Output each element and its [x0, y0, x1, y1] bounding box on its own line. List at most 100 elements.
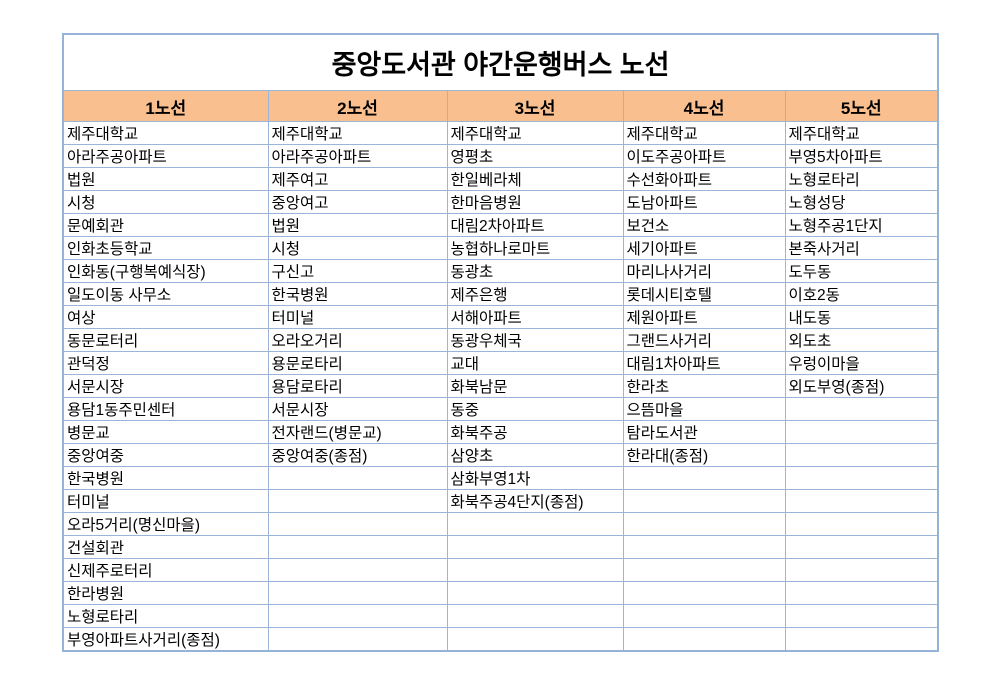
- stop-cell-r13-c4: 으뜸마을: [622, 397, 786, 421]
- stop-cell-r13-c1: 용담1동주민센터: [62, 397, 269, 421]
- stop-cell-r5-c1: 문예회관: [62, 213, 269, 237]
- stop-cell-r11-c3: 교대: [446, 351, 624, 375]
- stop-cell-r23-c2: [267, 627, 448, 652]
- stop-cell-r8-c1: 일도이동 사무소: [62, 282, 269, 306]
- stop-cell-r5-c2: 법원: [267, 213, 448, 237]
- title-row: 중앙도서관 야간운행버스 노선: [62, 33, 939, 91]
- stop-cell-r20-c2: [267, 558, 448, 582]
- stop-cell-r12-c1: 서문시장: [62, 374, 269, 398]
- header-row: 1노선 2노선 3노선 4노선 5노선: [62, 90, 939, 122]
- stop-cell-r12-c5: 외도부영(종점): [784, 374, 939, 398]
- stop-cell-r14-c1: 병문교: [62, 420, 269, 444]
- stop-cell-r2-c2: 아라주공아파트: [267, 144, 448, 168]
- stop-cell-r4-c3: 한마음병원: [446, 190, 624, 214]
- stop-cell-r9-c4: 제원아파트: [622, 305, 786, 329]
- stop-cell-r12-c3: 화북남문: [446, 374, 624, 398]
- stop-cell-r17-c4: [622, 489, 786, 513]
- stop-cell-r14-c4: 탐라도서관: [622, 420, 786, 444]
- stop-cell-r14-c5: [784, 420, 939, 444]
- table-row: 부영아파트사거리(종점): [62, 627, 939, 652]
- table-row: 관덕정 용문로타리 교대 대림1차아파트 우렁이마을: [62, 351, 939, 375]
- stop-cell-r2-c3: 영평초: [446, 144, 624, 168]
- stop-cell-r21-c1: 한라병원: [62, 581, 269, 605]
- stop-cell-r10-c2: 오라오거리: [267, 328, 448, 352]
- stop-cell-r18-c2: [267, 512, 448, 536]
- stop-cell-r19-c3: [446, 535, 624, 559]
- stop-cell-r14-c3: 화북주공: [446, 420, 624, 444]
- table-row: 제주대학교 제주대학교 제주대학교 제주대학교 제주대학교: [62, 121, 939, 145]
- stop-cell-r6-c3: 농협하나로마트: [446, 236, 624, 260]
- stop-cell-r6-c4: 세기아파트: [622, 236, 786, 260]
- table-row: 신제주로터리: [62, 558, 939, 582]
- stop-cell-r3-c5: 노형로타리: [784, 167, 939, 191]
- stop-cell-r11-c2: 용문로타리: [267, 351, 448, 375]
- stop-cell-r10-c5: 외도초: [784, 328, 939, 352]
- stop-cell-r21-c5: [784, 581, 939, 605]
- stop-cell-r3-c1: 법원: [62, 167, 269, 191]
- stop-cell-r1-c2: 제주대학교: [267, 121, 448, 145]
- stop-cell-r3-c2: 제주여고: [267, 167, 448, 191]
- stop-cell-r15-c5: [784, 443, 939, 467]
- stop-cell-r5-c4: 보건소: [622, 213, 786, 237]
- stop-cell-r4-c4: 도남아파트: [622, 190, 786, 214]
- stop-cell-r13-c3: 동중: [446, 397, 624, 421]
- stop-cell-r6-c2: 시청: [267, 236, 448, 260]
- table-row: 시청 중앙여고 한마음병원 도남아파트 노형성당: [62, 190, 939, 214]
- table-row: 법원 제주여고 한일베라체 수선화아파트 노형로타리: [62, 167, 939, 191]
- table-row: 용담1동주민센터 서문시장 동중 으뜸마을: [62, 397, 939, 421]
- stop-cell-r22-c4: [622, 604, 786, 628]
- stop-cell-r14-c2: 전자랜드(병문교): [267, 420, 448, 444]
- stop-cell-r21-c3: [446, 581, 624, 605]
- column-header-route-4: 4노선: [622, 90, 786, 122]
- table-row: 서문시장 용담로타리 화북남문 한라초 외도부영(종점): [62, 374, 939, 398]
- stop-cell-r23-c4: [622, 627, 786, 652]
- stop-cell-r5-c5: 노형주공1단지: [784, 213, 939, 237]
- stop-cell-r8-c2: 한국병원: [267, 282, 448, 306]
- stop-cell-r4-c5: 노형성당: [784, 190, 939, 214]
- table-row: 문예회관 법원 대림2차아파트 보건소 노형주공1단지: [62, 213, 939, 237]
- stop-cell-r1-c3: 제주대학교: [446, 121, 624, 145]
- table-row: 동문로터리 오라오거리 동광우체국 그랜드사거리 외도초: [62, 328, 939, 352]
- stop-cell-r9-c2: 터미널: [267, 305, 448, 329]
- stop-cell-r9-c3: 서해아파트: [446, 305, 624, 329]
- stop-cell-r20-c3: [446, 558, 624, 582]
- table-row: 오라5거리(명신마을): [62, 512, 939, 536]
- stop-cell-r12-c4: 한라초: [622, 374, 786, 398]
- stop-cell-r6-c5: 본죽사거리: [784, 236, 939, 260]
- stop-cell-r11-c1: 관덕정: [62, 351, 269, 375]
- stop-cell-r3-c4: 수선화아파트: [622, 167, 786, 191]
- bus-route-table: 중앙도서관 야간운행버스 노선 1노선 2노선 3노선 4노선 5노선 제주대학…: [62, 33, 940, 652]
- column-header-route-5: 5노선: [784, 90, 939, 122]
- table-row: 노형로타리: [62, 604, 939, 628]
- stop-cell-r17-c3: 화북주공4단지(종점): [446, 489, 624, 513]
- stop-cell-r2-c4: 이도주공아파트: [622, 144, 786, 168]
- stop-cell-r17-c2: [267, 489, 448, 513]
- stop-cell-r17-c5: [784, 489, 939, 513]
- stop-cell-r1-c5: 제주대학교: [784, 121, 939, 145]
- stop-cell-r20-c5: [784, 558, 939, 582]
- stop-cell-r18-c1: 오라5거리(명신마을): [62, 512, 269, 536]
- stop-cell-r8-c3: 제주은행: [446, 282, 624, 306]
- column-header-route-2: 2노선: [267, 90, 448, 122]
- stop-cell-r15-c2: 중앙여중(종점): [267, 443, 448, 467]
- stop-cell-r6-c1: 인화초등학교: [62, 236, 269, 260]
- stop-cell-r2-c1: 아라주공아파트: [62, 144, 269, 168]
- table-row: 건설회관: [62, 535, 939, 559]
- stop-cell-r8-c4: 롯데시티호텔: [622, 282, 786, 306]
- stop-cell-r22-c2: [267, 604, 448, 628]
- stop-cell-r16-c1: 한국병원: [62, 466, 269, 490]
- stop-cell-r18-c5: [784, 512, 939, 536]
- stop-cell-r19-c4: [622, 535, 786, 559]
- stop-cell-r15-c1: 중앙여중: [62, 443, 269, 467]
- stop-cell-r20-c4: [622, 558, 786, 582]
- stop-cell-r15-c3: 삼양초: [446, 443, 624, 467]
- stop-cell-r10-c1: 동문로터리: [62, 328, 269, 352]
- stop-cell-r7-c1: 인화동(구행복예식장): [62, 259, 269, 283]
- stop-cell-r5-c3: 대림2차아파트: [446, 213, 624, 237]
- column-header-route-1: 1노선: [62, 90, 269, 122]
- table-row: 일도이동 사무소 한국병원 제주은행 롯데시티호텔 이호2동: [62, 282, 939, 306]
- stop-cell-r22-c5: [784, 604, 939, 628]
- stop-cell-r4-c2: 중앙여고: [267, 190, 448, 214]
- stop-cell-r1-c4: 제주대학교: [622, 121, 786, 145]
